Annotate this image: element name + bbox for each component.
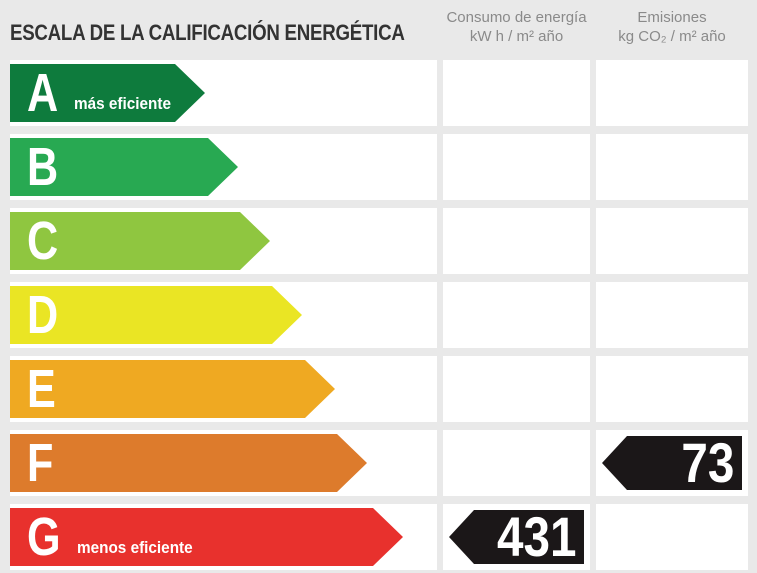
- consumo-cell-a: [443, 60, 590, 126]
- scale-row-b: B: [0, 134, 757, 200]
- consumo-cell-e: [443, 356, 590, 422]
- rating-track-b: B: [10, 134, 437, 200]
- consumo-value-tag: 431: [446, 507, 587, 567]
- scale-row-d: D: [0, 282, 757, 348]
- rating-arrow-e: E: [10, 360, 335, 418]
- page-title: ESCALA DE LA CALIFICACIÓN ENERGÉTICA: [10, 20, 405, 45]
- emisiones-header-line1: Emisiones: [637, 9, 707, 26]
- rating-letter-d: D: [27, 285, 59, 345]
- rating-arrow-g: G menos eficiente: [10, 508, 403, 566]
- consumo-header-line1: Consumo de energía: [446, 9, 587, 26]
- rating-note-a: más eficiente: [74, 94, 171, 113]
- emisiones-column-header: Emisiones kg CO₂ / m² año: [596, 8, 748, 46]
- left-arrow-tag-icon: 73: [602, 436, 742, 490]
- emisiones-cell-d: [596, 282, 748, 348]
- rating-arrow-f: F: [10, 434, 367, 492]
- scale-row-g: G menos eficiente 431: [0, 504, 757, 570]
- consumo-cell-f: [443, 430, 590, 496]
- emisiones-cell-b: [596, 134, 748, 200]
- rating-arrow-b: B: [10, 138, 238, 196]
- scale-row-c: C: [0, 208, 757, 274]
- consumo-cell-g: 431: [443, 504, 590, 570]
- rating-track-f: F: [10, 430, 437, 496]
- consumo-column-header: Consumo de energía kW h / m² año: [443, 8, 590, 46]
- rating-letter-g: G: [27, 507, 61, 567]
- left-arrow-tag-icon: 431: [449, 510, 584, 564]
- rating-letter-f: F: [27, 433, 54, 493]
- rating-track-a: A más eficiente: [10, 60, 437, 126]
- consumo-cell-b: [443, 134, 590, 200]
- scale-row-a: A más eficiente: [0, 60, 757, 126]
- emisiones-value-tag: 73: [599, 433, 745, 493]
- rating-note-g: menos eficiente: [77, 538, 193, 557]
- emisiones-cell-a: [596, 60, 748, 126]
- rating-letter-c: C: [27, 211, 59, 271]
- rating-arrow-a: A más eficiente: [10, 64, 205, 122]
- rating-letter-b: B: [27, 137, 59, 197]
- consumo-cell-d: [443, 282, 590, 348]
- rating-arrow-c: C: [10, 212, 270, 270]
- emisiones-header-line2: kg CO₂ / m² año: [618, 28, 726, 45]
- rating-letter-a: A: [27, 63, 59, 123]
- scale-row-e: E: [0, 356, 757, 422]
- rating-track-d: D: [10, 282, 437, 348]
- rating-track-e: E: [10, 356, 437, 422]
- scale-row-f: F 73: [0, 430, 757, 496]
- consumo-cell-c: [443, 208, 590, 274]
- consumo-header-line2: kW h / m² año: [469, 28, 564, 45]
- emisiones-cell-e: [596, 356, 748, 422]
- emisiones-cell-g: [596, 504, 748, 570]
- rating-track-c: C: [10, 208, 437, 274]
- emisiones-value: 73: [681, 431, 734, 494]
- rating-arrow-d: D: [10, 286, 302, 344]
- emisiones-cell-c: [596, 208, 748, 274]
- rating-letter-e: E: [27, 359, 56, 419]
- rating-track-g: G menos eficiente: [10, 504, 437, 570]
- consumo-value: 431: [496, 505, 576, 568]
- emisiones-cell-f: 73: [596, 430, 748, 496]
